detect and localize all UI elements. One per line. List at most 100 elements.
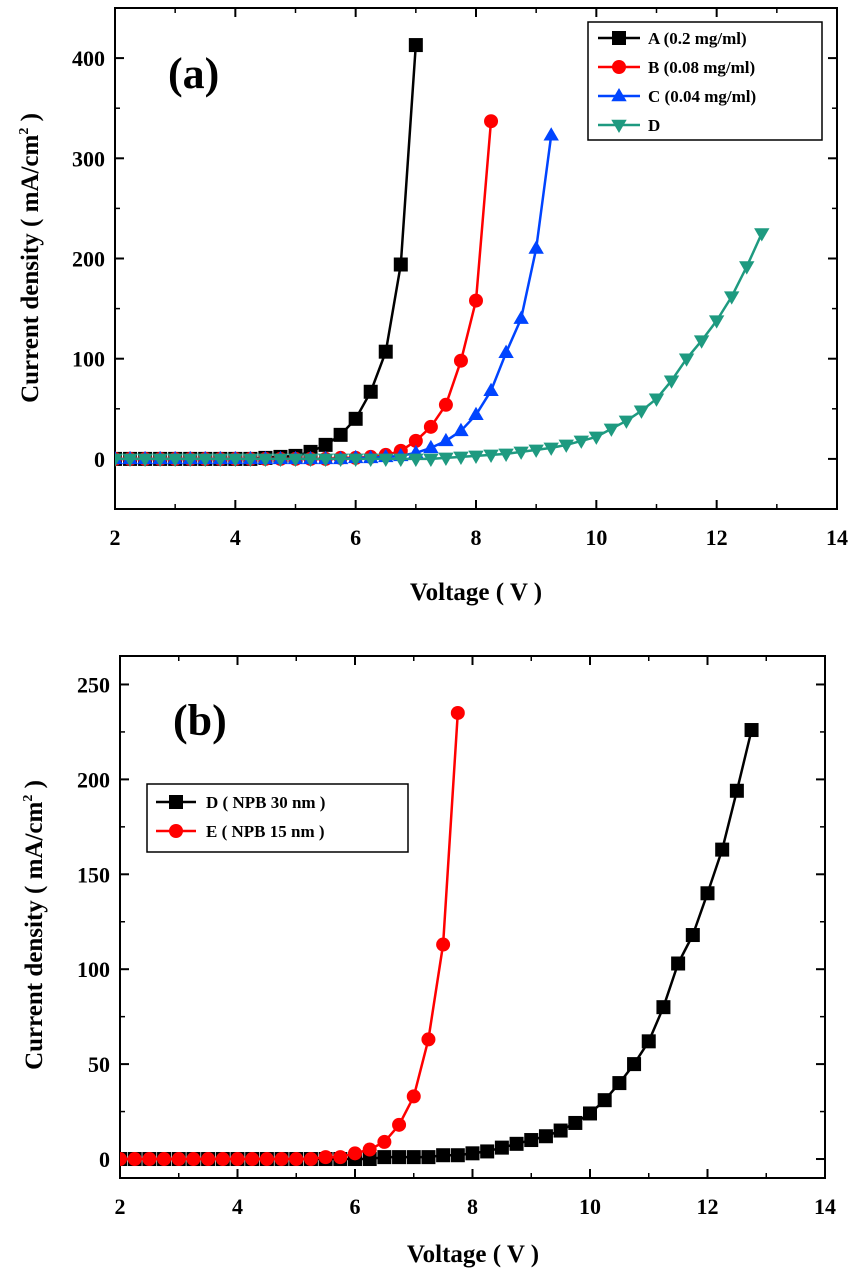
data-point (453, 353, 468, 368)
series-line (115, 232, 763, 461)
data-point (242, 453, 259, 467)
data-point (115, 453, 123, 467)
legend-label: D (648, 116, 660, 135)
legend-label: E ( NPB 15 nm ) (206, 822, 325, 841)
data-point (215, 1152, 230, 1167)
data-point (287, 453, 304, 467)
data-point (197, 453, 213, 467)
data-point (597, 1093, 612, 1108)
x-axis-title-a: Voltage ( V ) (410, 579, 542, 606)
y-tick-label: 150 (77, 862, 110, 887)
data-point (186, 1152, 201, 1167)
data-point (465, 1146, 480, 1161)
data-point (480, 1144, 495, 1159)
series-2 (115, 114, 499, 466)
data-point (754, 228, 770, 242)
data-point (318, 1150, 333, 1165)
data-point (528, 444, 544, 458)
legend-entry: B (0.08 mg/ml) (598, 58, 755, 77)
data-point (438, 452, 454, 466)
data-point (641, 1034, 656, 1049)
data-point (436, 937, 451, 952)
legend-box-b (146, 783, 409, 853)
legend-b: D ( NPB 30 nm ) E ( NPB 15 nm ) (146, 783, 409, 853)
panel-label-b: (b) (173, 696, 227, 745)
data-point (494, 1140, 509, 1155)
data-point (528, 240, 544, 254)
legend-marker (612, 60, 626, 74)
data-point (421, 1032, 436, 1047)
legend-entry: E ( NPB 15 nm ) (156, 822, 325, 841)
data-point (274, 1152, 289, 1167)
data-point (498, 448, 514, 462)
series-line (115, 121, 493, 461)
data-point (333, 1150, 348, 1165)
data-point (739, 261, 755, 275)
y-axis-title-b: Current density ( mA/cm2 ) (21, 780, 48, 1070)
data-point (656, 1000, 671, 1015)
data-point (453, 422, 469, 437)
data-point (648, 393, 665, 407)
data-point (618, 415, 635, 429)
data-point (408, 433, 423, 448)
data-point (603, 423, 620, 437)
series-line (120, 712, 460, 1161)
data-point (332, 453, 349, 467)
data-point (201, 1152, 216, 1167)
data-point (438, 397, 453, 412)
data-point (543, 442, 559, 456)
x-tick-label: 12 (706, 525, 728, 550)
legend-marker (169, 824, 183, 838)
data-point (289, 1152, 304, 1167)
data-point (120, 1152, 127, 1167)
data-point (127, 1152, 142, 1167)
data-point (483, 449, 499, 463)
tick-marks-a (114, 7, 838, 510)
y-tick-label: 100 (72, 347, 105, 372)
data-point (408, 38, 423, 53)
data-point (744, 723, 759, 738)
data-point (333, 427, 348, 442)
data-point (392, 1117, 407, 1132)
data-point (393, 257, 408, 272)
legend-label: D ( NPB 30 nm ) (206, 793, 325, 812)
data-point (513, 310, 529, 324)
data-point (182, 453, 198, 467)
data-point (708, 315, 725, 329)
data-point (406, 1150, 421, 1165)
data-point (568, 1115, 583, 1130)
data-point (724, 291, 740, 305)
data-point (678, 353, 695, 367)
y-tick-label: 400 (72, 46, 105, 71)
y-tick-label: 0 (94, 447, 105, 472)
data-point (729, 783, 744, 798)
data-point (573, 435, 589, 449)
series-group-b (120, 705, 759, 1167)
legend-label: C (0.04 mg/ml) (648, 87, 756, 106)
panel-label-a: (a) (168, 49, 219, 98)
y-tick-label: 100 (77, 957, 110, 982)
y-axis-title-a: Current density ( mA/cm2 ) (17, 113, 44, 403)
data-point (137, 453, 153, 467)
data-point (423, 419, 438, 434)
data-point (142, 1152, 157, 1167)
data-point (245, 1152, 260, 1167)
series-3 (115, 127, 559, 465)
data-point (392, 1150, 407, 1165)
legend-marker (169, 795, 183, 809)
data-point (509, 1136, 524, 1151)
x-tick-labels-b: 2 4 6 8 10 12 14 (115, 1194, 837, 1219)
data-point (157, 1152, 172, 1167)
data-point (524, 1133, 539, 1148)
y-tick-label: 50 (88, 1052, 110, 1077)
data-point (303, 1152, 318, 1167)
data-point (498, 344, 514, 358)
data-point (513, 446, 529, 460)
data-point (685, 928, 700, 943)
x-tick-label: 12 (697, 1194, 719, 1219)
legend-label: A (0.2 mg/ml) (648, 29, 747, 48)
x-tick-label: 2 (115, 1194, 126, 1219)
data-point (538, 1129, 553, 1144)
data-point (378, 453, 394, 467)
data-point (583, 1106, 597, 1121)
